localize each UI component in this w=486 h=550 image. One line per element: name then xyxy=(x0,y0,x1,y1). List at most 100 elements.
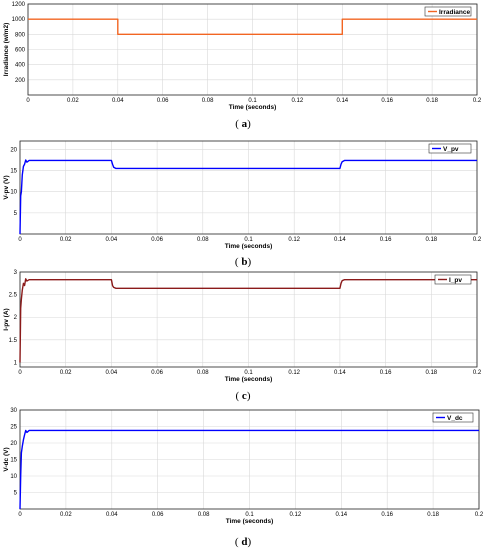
chart-panel-c: 0 0.02 0.04 0.06 0.08 0.1 0.12 0.14 0.16 0.18 0.2 … xyxy=(3,270,482,402)
caption-close: ) xyxy=(247,118,251,130)
y-tick-label: 200 xyxy=(15,78,26,84)
legend: I_pv xyxy=(434,274,472,285)
y-axis-label: V-dc (V) xyxy=(3,447,10,471)
y-tick-label: 400 xyxy=(15,63,26,69)
plot-frame xyxy=(27,3,478,96)
series-line xyxy=(28,18,477,36)
x-tick-label: 0.1 xyxy=(244,370,253,376)
x-tick-labels: 0 0.02 0.04 0.06 0.08 0.1 0.12 0.14 0.16 0.18 0.2 xyxy=(18,237,482,243)
x-tick-label: 0.2 xyxy=(473,370,482,376)
x-tick-label: 0.18 xyxy=(425,237,437,243)
x-tick-label: 0.04 xyxy=(106,512,118,518)
x-tick-label: 0.08 xyxy=(202,98,214,104)
x-tick-label: 0.1 xyxy=(244,237,253,243)
y-tick-label: 10 xyxy=(10,190,17,196)
y-axis-label: I-pv (A) xyxy=(3,308,10,330)
caption-text: ( xyxy=(235,536,239,548)
caption-text: ( xyxy=(236,390,240,402)
series-lines xyxy=(19,278,477,363)
y-tick-label: 5 xyxy=(14,491,18,497)
x-tick-label: 0.16 xyxy=(380,370,392,376)
series-lines xyxy=(19,159,477,235)
x-tick-label: 0 xyxy=(18,512,22,518)
x-tick-label: 0.06 xyxy=(151,237,163,243)
y-tick-labels: 200 400 600 800 1000 1200 xyxy=(12,2,26,84)
chart-panel-d: 0 0.02 0.04 0.06 0.08 0.1 0.12 0.14 0.16 0.18 0.2 … xyxy=(3,408,484,548)
x-tick-label: 0.2 xyxy=(475,512,484,518)
grid-lines xyxy=(19,409,480,509)
caption-text: ( xyxy=(235,118,239,130)
y-tick-label: 1 xyxy=(14,360,18,366)
legend-box xyxy=(432,412,474,423)
series-lines xyxy=(28,18,477,36)
x-tick-labels: 0 0.02 0.04 0.06 0.08 0.1 0.12 0.14 0.16 0.18 0.2 xyxy=(18,512,484,518)
x-axis-label: Time (seconds) xyxy=(229,104,277,111)
x-tick-label: 0.02 xyxy=(67,98,79,104)
x-tick-label: 0.04 xyxy=(106,370,118,376)
plot-frame xyxy=(19,409,480,510)
chart-panel-b: 0 0.02 0.04 0.06 0.08 0.1 0.12 0.14 0.16 0.18 0.2 … xyxy=(3,140,482,268)
series-line xyxy=(19,159,477,235)
y-tick-labels: 5 10 15 20 xyxy=(10,147,17,216)
x-tick-label: 0.14 xyxy=(336,98,348,104)
caption-letter: c xyxy=(242,390,247,402)
x-axis-label: Time (seconds) xyxy=(225,376,273,383)
legend-label: Irradiance xyxy=(439,9,470,16)
legend-label: V_pv xyxy=(443,146,459,153)
caption-text: ( xyxy=(235,256,239,268)
chart-panel-a: 0 0.02 0.04 0.06 0.08 0.1 0.12 0.14 0.16 0.18 0.2 … xyxy=(3,2,482,130)
y-tick-label: 5 xyxy=(14,211,18,217)
x-tick-label: 0.02 xyxy=(60,237,72,243)
x-tick-label: 0 xyxy=(26,98,30,104)
x-tick-label: 0.06 xyxy=(151,370,163,376)
x-tick-label: 0.16 xyxy=(381,512,393,518)
y-tick-label: 20 xyxy=(10,441,17,447)
x-tick-labels: 0 0.02 0.04 0.06 0.08 0.1 0.12 0.14 0.16 0.18 0.2 xyxy=(18,370,482,376)
caption-close: ) xyxy=(247,256,251,268)
x-tick-label: 0.2 xyxy=(473,237,482,243)
caption-letter: b xyxy=(241,256,247,268)
x-tick-label: 0.06 xyxy=(157,98,169,104)
x-tick-label: 0.14 xyxy=(335,512,347,518)
x-tick-label: 0.02 xyxy=(60,370,72,376)
y-tick-label: 1200 xyxy=(12,2,26,8)
x-tick-label: 0.12 xyxy=(290,512,302,518)
legend-label: I_pv xyxy=(449,277,462,284)
x-tick-label: 0.14 xyxy=(334,370,346,376)
x-tick-label: 0.06 xyxy=(152,512,164,518)
grid-lines xyxy=(19,141,478,234)
x-tick-label: 0.18 xyxy=(425,370,437,376)
x-tick-label: 0 xyxy=(18,370,22,376)
x-tick-label: 0.2 xyxy=(473,98,482,104)
x-tick-label: 0.08 xyxy=(198,512,210,518)
y-tick-labels: 1 1.5 2 2.5 3 xyxy=(9,270,18,366)
y-tick-label: 25 xyxy=(10,425,17,431)
grid-lines xyxy=(27,3,478,95)
x-tick-label: 0.04 xyxy=(112,98,124,104)
panel-caption: ( d) xyxy=(235,536,252,548)
y-tick-label: 20 xyxy=(10,147,17,153)
x-tick-label: 0.18 xyxy=(426,98,438,104)
legend: Irradiance xyxy=(424,6,472,17)
caption-letter: d xyxy=(241,536,247,548)
caption-letter: a xyxy=(242,118,248,130)
y-tick-label: 15 xyxy=(10,169,17,175)
y-tick-labels: 5 10 15 20 25 30 xyxy=(10,408,17,497)
series-line xyxy=(19,278,477,363)
y-axis-label: V-pv (V) xyxy=(3,175,10,199)
y-tick-label: 3 xyxy=(14,270,18,276)
caption-close: ) xyxy=(247,390,251,402)
panel-caption: ( b) xyxy=(235,256,252,268)
x-axis-label: Time (seconds) xyxy=(226,518,274,525)
x-tick-label: 0 xyxy=(18,237,22,243)
x-tick-label: 0.16 xyxy=(380,237,392,243)
y-tick-label: 2 xyxy=(14,315,18,321)
x-tick-label: 0.02 xyxy=(60,512,72,518)
y-tick-label: 1.5 xyxy=(9,338,18,344)
panel-caption: ( a) xyxy=(235,118,251,130)
x-tick-label: 0.12 xyxy=(288,237,300,243)
x-tick-labels: 0 0.02 0.04 0.06 0.08 0.1 0.12 0.14 0.16 0.18 0.2 xyxy=(26,98,482,104)
x-tick-label: 0.16 xyxy=(381,98,393,104)
x-tick-label: 0.1 xyxy=(245,512,254,518)
y-tick-label: 800 xyxy=(15,32,26,38)
